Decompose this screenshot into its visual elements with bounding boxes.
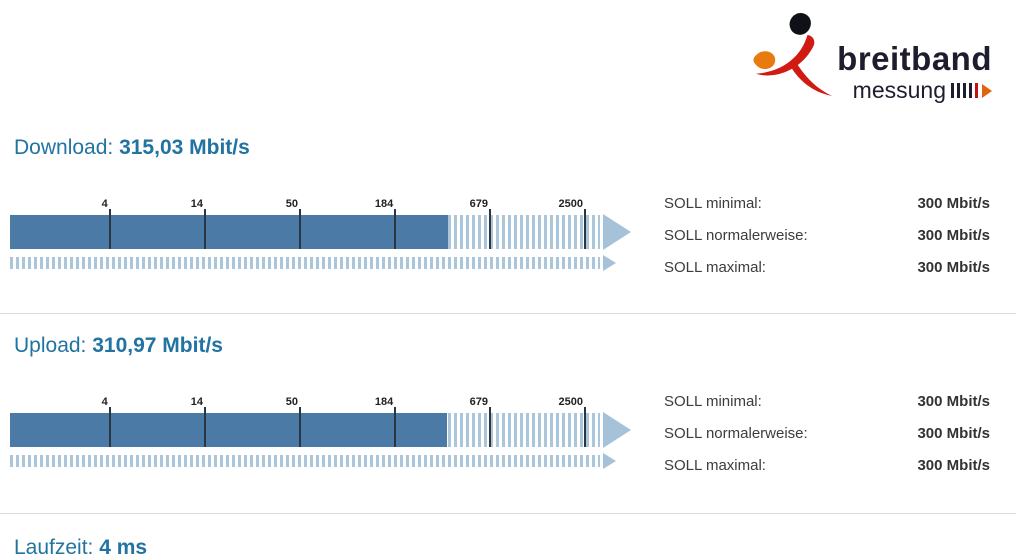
download-soll-table: SOLL minimal: 300 Mbit/s SOLL normalerwe… [664, 188, 990, 284]
soll-normal-label: SOLL normalerweise: [664, 425, 808, 442]
soll-normal-label: SOLL normalerweise: [664, 227, 808, 244]
tick-line [298, 209, 301, 249]
upload-section: 4 14 50 184 679 2500 SOLL min [0, 393, 1016, 482]
signal-bars-icon [951, 83, 981, 98]
tick-line [203, 407, 206, 447]
download-section: 4 14 50 184 679 2500 SOLL min [0, 195, 1016, 284]
scale-tick-label: 679 [469, 396, 488, 408]
upload-value: 310,97 Mbit/s [92, 334, 223, 357]
scale-tick-label: 50 [285, 396, 298, 408]
tick-line [108, 209, 111, 249]
download-secondary-bar [10, 257, 600, 269]
laufzeit-value: 4 ms [99, 536, 148, 559]
soll-row-maximal: SOLL maximal: 300 Mbit/s [664, 450, 990, 482]
soll-minimal-label: SOLL minimal: [664, 195, 762, 212]
soll-row-minimal: SOLL minimal: 300 Mbit/s [664, 386, 990, 418]
soll-minimal-value: 300 Mbit/s [917, 393, 990, 410]
section-divider [0, 313, 1016, 314]
soll-row-normal: SOLL normalerweise: 300 Mbit/s [664, 418, 990, 450]
bar-arrow-small-icon [603, 453, 616, 469]
scale-tick-label: 50 [285, 198, 298, 210]
upload-soll-table: SOLL minimal: 300 Mbit/s SOLL normalerwe… [664, 386, 990, 482]
logo-figure-icon [753, 13, 833, 96]
soll-row-maximal: SOLL maximal: 300 Mbit/s [664, 252, 990, 284]
soll-maximal-value: 300 Mbit/s [917, 259, 990, 276]
download-heading: Download: 315,03 Mbit/s [0, 136, 1016, 160]
section-divider [0, 513, 1016, 514]
download-gauge: 4 14 50 184 679 2500 [0, 198, 648, 271]
bar-arrow-icon [603, 412, 631, 448]
header: breitband messung [0, 0, 1016, 122]
bar-arrow-icon [603, 214, 631, 250]
soll-maximal-label: SOLL maximal: [664, 457, 766, 474]
scale-tick-label: 4 [101, 396, 108, 408]
logo-text: breitband messung [837, 42, 992, 104]
tick-line [108, 407, 111, 447]
tick-line [298, 407, 301, 447]
scale-tick-label: 14 [190, 198, 203, 210]
scale-tick-label: 679 [469, 198, 488, 210]
soll-row-minimal: SOLL minimal: 300 Mbit/s [664, 188, 990, 220]
soll-normal-value: 300 Mbit/s [917, 227, 990, 244]
scale-tick-label: 14 [190, 396, 203, 408]
tick-line [488, 209, 491, 249]
arrow-right-icon [982, 83, 992, 98]
tick-line [583, 209, 586, 249]
tick-line [583, 407, 586, 447]
tick-line [488, 407, 491, 447]
bar-arrow-small-icon [603, 255, 616, 271]
scale-tick-label: 184 [374, 396, 394, 408]
upload-secondary-bar-row [10, 453, 648, 469]
logo-subtitle: messung [853, 77, 992, 104]
soll-maximal-label: SOLL maximal: [664, 259, 766, 276]
laufzeit-heading: Laufzeit: 4 ms [0, 536, 1016, 560]
download-label: Download: [14, 136, 114, 159]
upload-heading: Upload: 310,97 Mbit/s [0, 334, 1016, 358]
tick-line [394, 407, 397, 447]
download-bar-fill [10, 215, 448, 249]
upload-bar-fill [10, 413, 447, 447]
upload-gauge: 4 14 50 184 679 2500 [0, 396, 648, 469]
soll-row-normal: SOLL normalerweise: 300 Mbit/s [664, 220, 990, 252]
download-speed-bar [10, 209, 600, 249]
soll-minimal-value: 300 Mbit/s [917, 195, 990, 212]
upload-main-bar-row [10, 407, 648, 448]
download-main-bar-row [10, 209, 648, 250]
soll-minimal-label: SOLL minimal: [664, 393, 762, 410]
scale-tick-label: 184 [374, 198, 394, 210]
soll-normal-value: 300 Mbit/s [917, 425, 990, 442]
breitbandmessung-logo: breitband messung [743, 8, 992, 122]
laufzeit-label: Laufzeit: [14, 536, 94, 559]
upload-speed-bar [10, 407, 600, 447]
upload-scale-labels: 4 14 50 184 679 2500 [10, 396, 600, 412]
upload-label: Upload: [14, 334, 87, 357]
tick-line [394, 209, 397, 249]
upload-secondary-bar [10, 455, 600, 467]
download-secondary-bar-row [10, 255, 648, 271]
scale-tick-label: 4 [101, 198, 108, 210]
download-scale-labels: 4 14 50 184 679 2500 [10, 198, 600, 214]
logo-subtitle-text: messung [852, 77, 946, 103]
tick-line [203, 209, 206, 249]
scale-tick-label: 2500 [558, 396, 583, 408]
soll-maximal-value: 300 Mbit/s [917, 457, 990, 474]
download-value: 315,03 Mbit/s [119, 136, 250, 159]
logo-title: breitband [837, 40, 992, 77]
scale-tick-label: 2500 [558, 198, 583, 210]
